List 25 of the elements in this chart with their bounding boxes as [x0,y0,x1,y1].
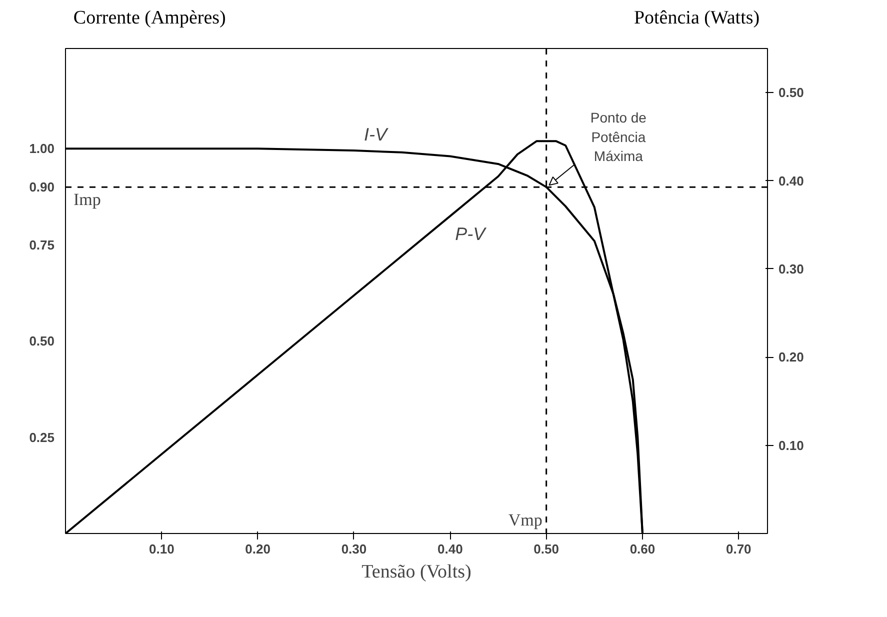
y-tick-label: 0.50 [29,334,55,349]
x-tick-label: 0.40 [438,542,463,556]
y2-tick-label: 0.40 [778,173,804,188]
y-tick-label: 1.00 [29,141,55,156]
y2-tick-label: 0.30 [778,261,804,276]
y-axis-title: Corrente (Ampères) [73,8,226,28]
y-tick-label: 0.75 [29,237,55,252]
x-axis-title: Tensão (Volts) [362,562,472,582]
x-tick-label: 0.30 [341,542,367,556]
x-tick-label: 0.70 [726,542,752,556]
y-tick-label: 0.90 [29,180,55,195]
x-tick-label: 0.10 [149,542,174,556]
series-label: P-V [455,224,488,244]
x-tick-label: 0.60 [630,542,656,556]
ref-line-label: Vmp [508,510,542,530]
y-tick-label: 0.25 [29,430,55,445]
y2-tick-label: 0.20 [778,350,804,365]
annotation: Ponto de Potência Máxima [590,110,647,164]
y2-axis-title: Potência (Watts) [634,8,760,28]
x-tick-label: 0.20 [245,542,270,556]
y2-tick-label: 0.10 [778,438,804,453]
ref-line-label: Imp [74,190,101,210]
series-label: I-V [364,124,389,145]
y2-tick-label: 0.50 [778,85,804,100]
x-tick-label: 0.50 [534,542,559,556]
